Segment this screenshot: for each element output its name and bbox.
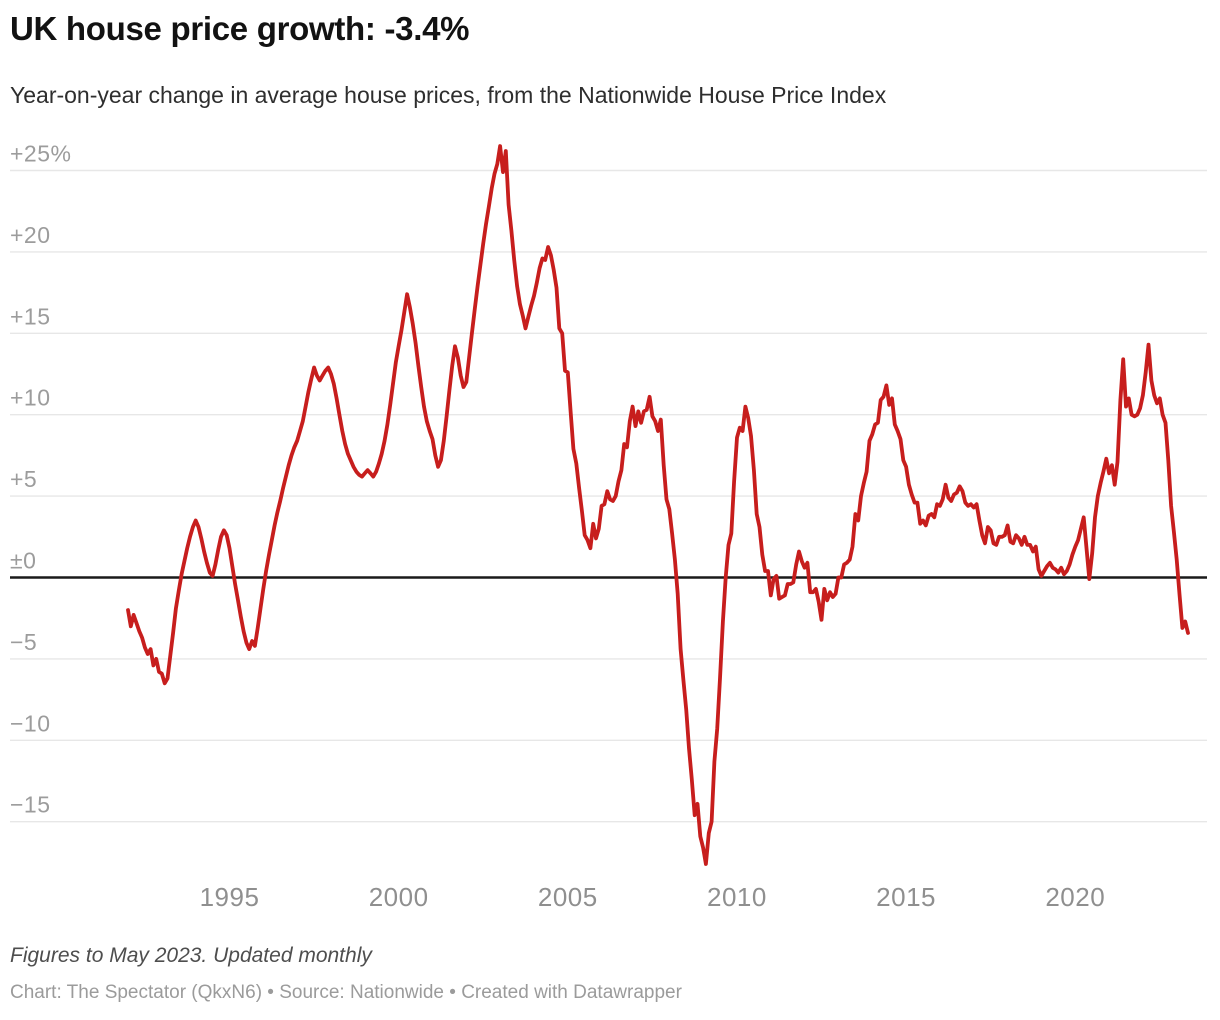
y-axis-label: −5 bbox=[10, 629, 37, 655]
y-axis-label: +15 bbox=[10, 303, 51, 329]
x-axis-label: 2010 bbox=[707, 882, 767, 912]
y-axis-label: +5 bbox=[10, 466, 37, 492]
series-line-house-price-growth bbox=[126, 144, 1190, 866]
y-axis-label: +25% bbox=[10, 141, 71, 167]
x-axis-label: 2020 bbox=[1045, 882, 1105, 912]
y-axis-label: −10 bbox=[10, 710, 51, 736]
x-axis-label: 2005 bbox=[538, 882, 598, 912]
chart-note: Figures to May 2023. Updated monthly bbox=[10, 944, 372, 967]
x-axis-label: 1995 bbox=[200, 882, 260, 912]
y-axis-label: −15 bbox=[10, 792, 51, 818]
chart-title: UK house price growth: -3.4% bbox=[10, 10, 470, 47]
y-axis-label: ±0 bbox=[10, 548, 36, 574]
y-axis-label: +20 bbox=[10, 222, 51, 248]
chart-credit: Chart: The Spectator (QkxN6) • Source: N… bbox=[10, 982, 682, 1003]
y-axis-label: +10 bbox=[10, 385, 51, 411]
x-axis-label: 2015 bbox=[876, 882, 936, 912]
chart-subtitle: Year-on-year change in average house pri… bbox=[10, 82, 887, 108]
x-axis-label: 2000 bbox=[369, 882, 429, 912]
